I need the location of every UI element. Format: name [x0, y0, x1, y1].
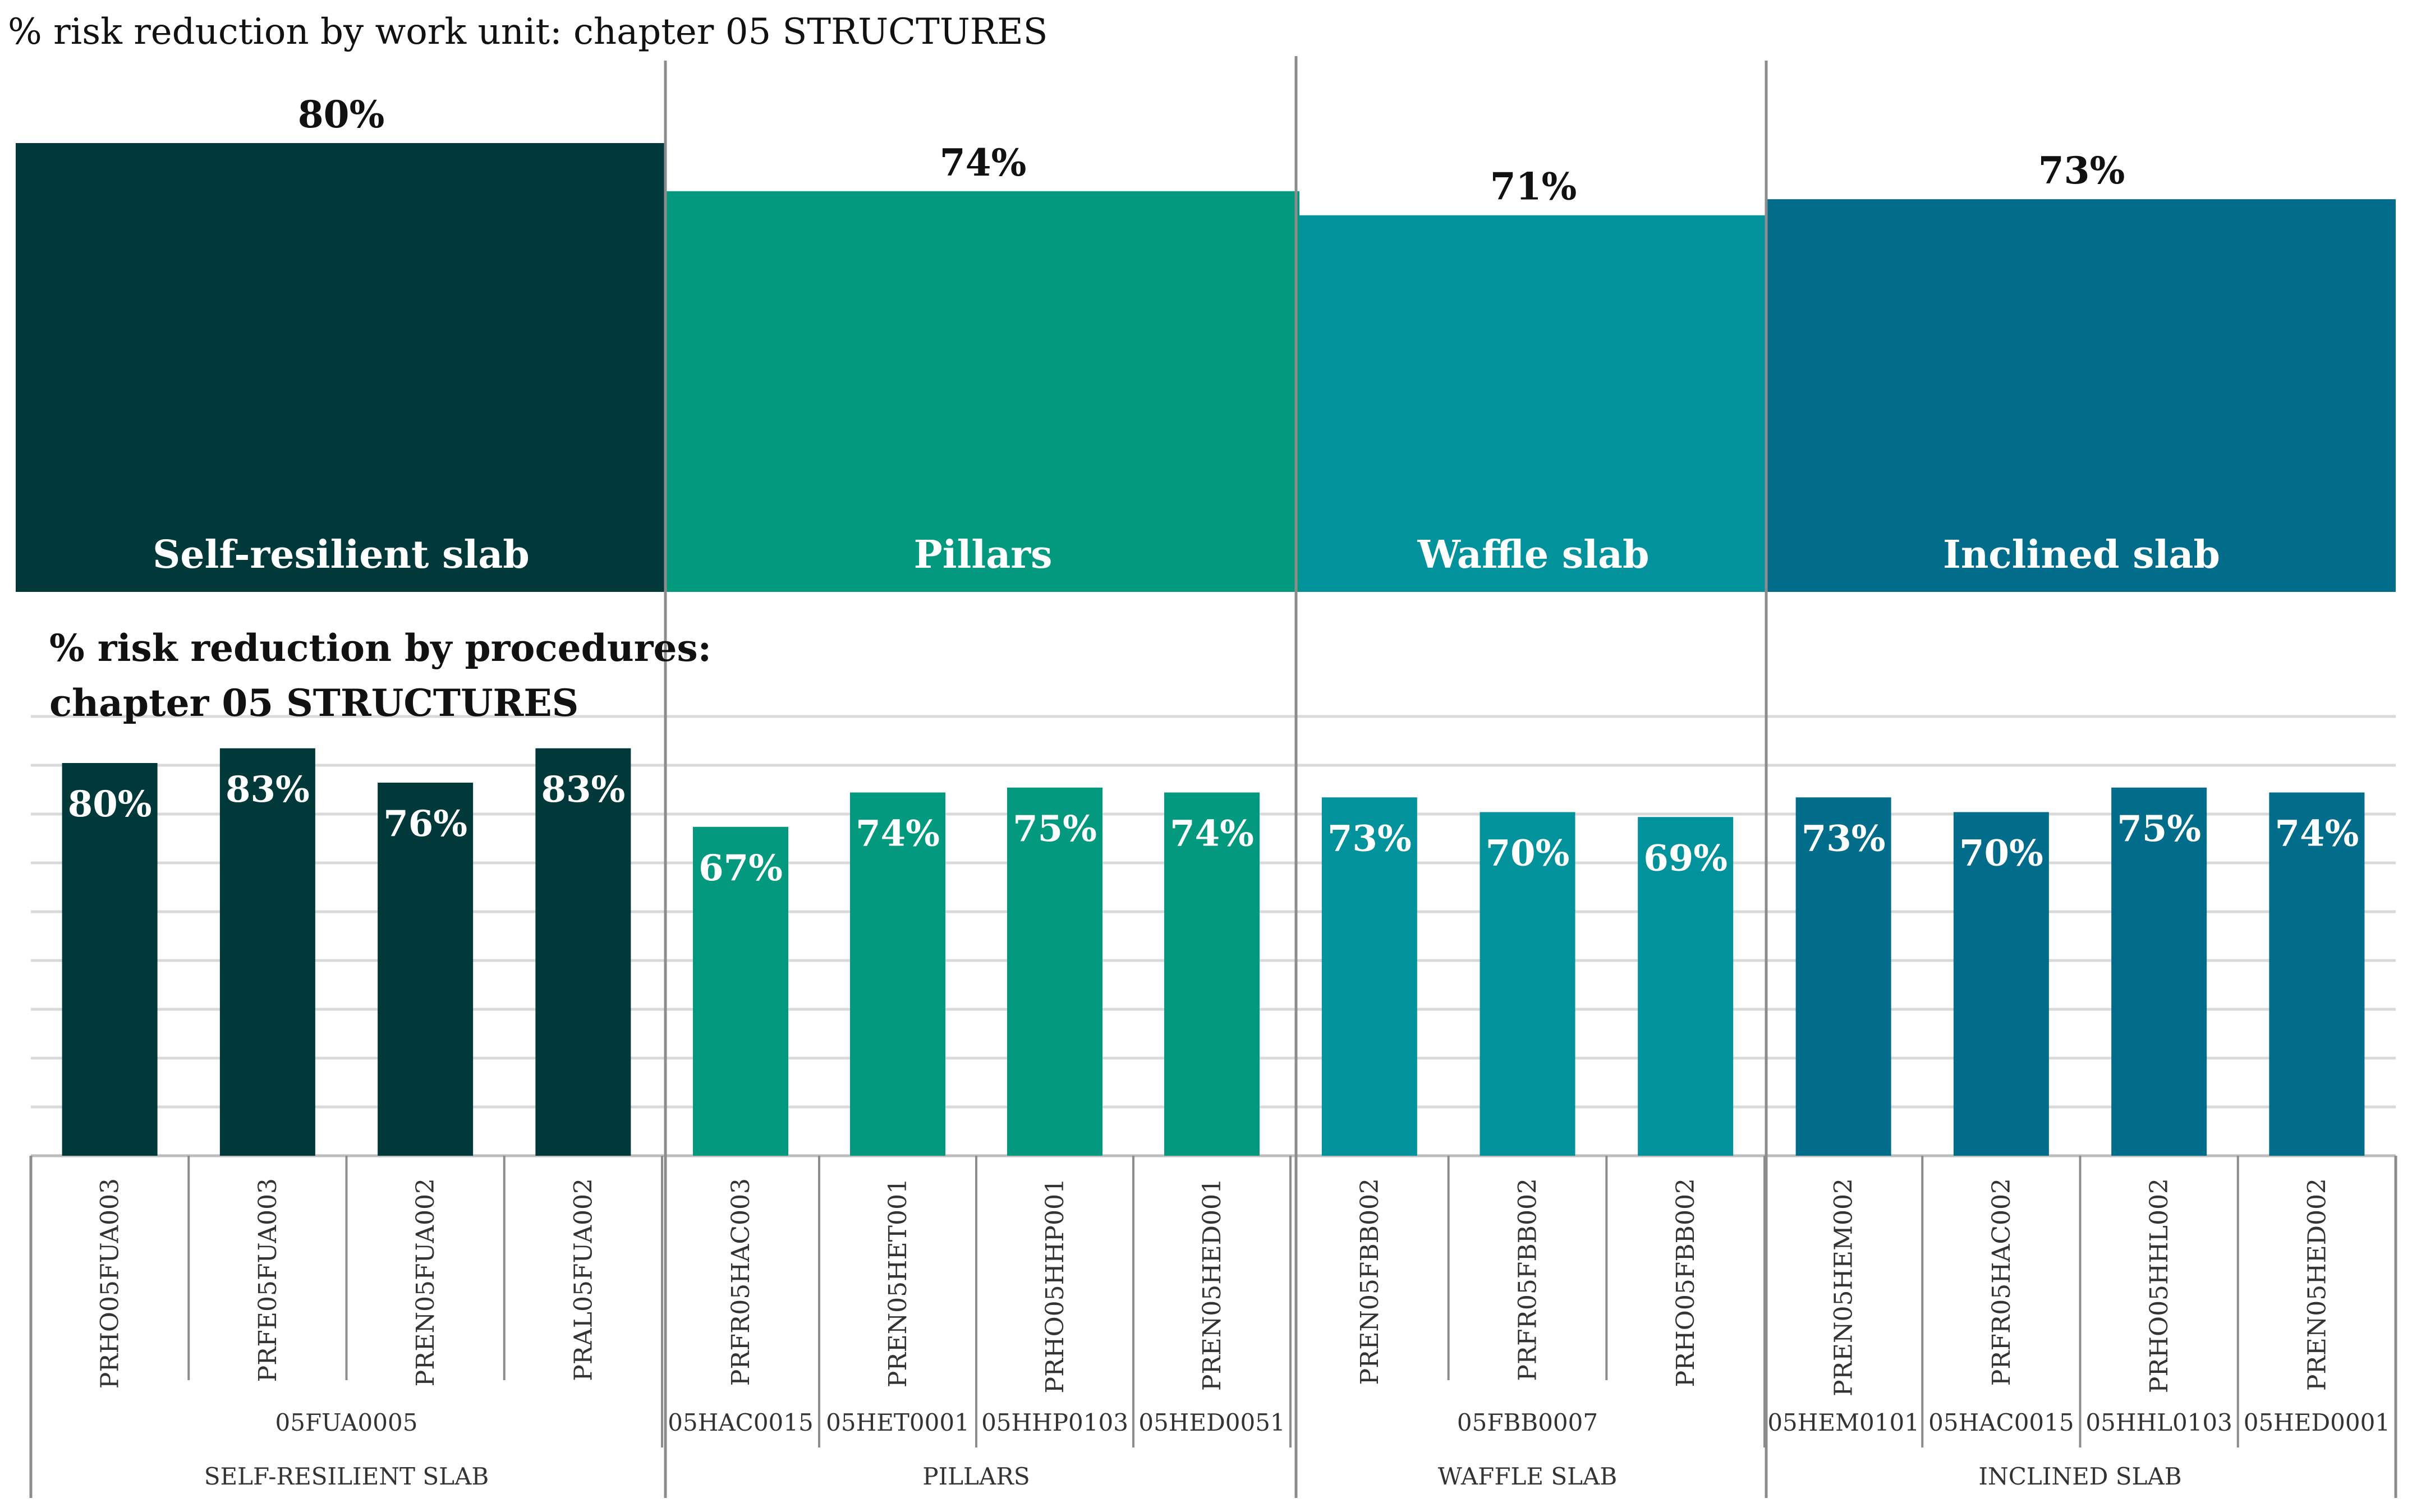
procedure-label-15: PREN05HED002: [2303, 1178, 2331, 1391]
work-unit-bar-1: [16, 143, 667, 592]
work-unit-code: 05HED0001: [2244, 1409, 2390, 1436]
work-unit-label-2: Pillars: [914, 532, 1053, 577]
procedure-bar-11: [1638, 817, 1734, 1156]
work-unit-value-1: 80%: [298, 93, 385, 136]
work-unit-chart-title: % risk reduction by work unit: chapter 0…: [8, 11, 1048, 53]
work-unit-bar-4: [1767, 199, 2396, 592]
procedure-label-12: PREN05HEM002: [1830, 1178, 1858, 1396]
procedure-value-9: 73%: [1327, 817, 1412, 860]
work-unit-value-4: 73%: [2038, 149, 2125, 192]
work-unit-code: 05HEM0101: [1767, 1409, 1919, 1436]
procedure-bar-8: [1164, 792, 1260, 1156]
procedure-value-11: 69%: [1643, 837, 1728, 879]
procedure-value-12: 73%: [1802, 817, 1886, 860]
procedure-label-5: PRFR05HAC003: [727, 1178, 755, 1386]
procedure-value-4: 83%: [541, 769, 625, 811]
group-label-2: PILLARS: [922, 1463, 1030, 1490]
procedure-label-2: PRFE05FUA003: [254, 1178, 282, 1382]
group-separators: [664, 56, 1768, 1498]
procedure-bar-13: [1953, 812, 2049, 1156]
work-unit-bar-3: [1299, 215, 1767, 592]
work-unit-label-4: Inclined slab: [1943, 532, 2220, 577]
procedure-bar-5: [693, 826, 788, 1156]
procedure-bar-9: [1321, 797, 1417, 1156]
group-label-1: SELF-RESILIENT SLAB: [204, 1463, 489, 1490]
procedure-value-2: 83%: [226, 769, 310, 811]
procedure-label-3: PREN05FUA002: [411, 1178, 440, 1386]
procedure-value-14: 75%: [2117, 808, 2201, 850]
work-unit-code: 05HAC0015: [1928, 1409, 2074, 1436]
group-label-3: WAFFLE SLAB: [1438, 1463, 1617, 1490]
procedure-bar-4: [535, 748, 631, 1156]
procedure-bar-3: [378, 783, 474, 1156]
group-label-4: INCLINED SLAB: [1978, 1463, 2181, 1490]
work-unit-code: 05HHL0103: [2085, 1409, 2232, 1436]
procedure-label-10: PRFR05FBB002: [1514, 1178, 1542, 1381]
procedure-bar-15: [2269, 792, 2365, 1156]
procedure-label-1: PRHO05FUA003: [96, 1178, 125, 1389]
procedure-bar-14: [2111, 787, 2207, 1156]
category-axis: 05FUA0005 05HAC0015 05HET0001 05HHP0103 05HE…: [29, 1156, 2397, 1498]
work-unit-label-1: Self-resilient slab: [153, 532, 530, 577]
procedure-value-7: 75%: [1013, 808, 1097, 850]
procedure-chart-title-line2: chapter 05 STRUCTURES: [49, 681, 578, 725]
procedure-label-8: PREN05HED001: [1198, 1178, 1226, 1391]
work-unit-code: 05HET0001: [826, 1409, 970, 1436]
procedure-label-6: PREN05HET001: [884, 1178, 912, 1387]
work-unit-code: 05FBB0007: [1457, 1409, 1598, 1436]
procedure-label-14: PRHO05HHL002: [2145, 1178, 2174, 1393]
work-unit-value-2: 74%: [940, 141, 1027, 185]
work-unit-code: 05HHP0103: [981, 1409, 1128, 1436]
work-unit-code: 05HAC0015: [668, 1409, 813, 1436]
procedure-label-11: PRHO05FBB002: [1671, 1178, 1700, 1387]
procedure-bar-2: [219, 748, 315, 1156]
procedure-value-1: 80%: [68, 783, 152, 825]
procedure-bar-6: [850, 792, 945, 1156]
procedure-label-4: PRAL05FUA002: [569, 1178, 598, 1381]
work-unit-code: 05HED0051: [1138, 1409, 1285, 1436]
procedure-value-5: 67%: [699, 847, 783, 889]
work-unit-bars: 80% Self-resilient slab 74% Pillars 71% Waffl…: [16, 93, 2396, 592]
procedure-label-13: PRFR05HAC002: [1987, 1178, 2016, 1386]
procedure-value-10: 70%: [1486, 833, 1570, 875]
procedure-label-7: PRHO05HHP001: [1041, 1178, 1069, 1394]
procedure-bar-1: [62, 763, 158, 1156]
procedure-bar-10: [1480, 812, 1575, 1156]
procedure-bar-7: [1007, 787, 1102, 1156]
work-unit-value-3: 71%: [1490, 165, 1577, 209]
procedure-bar-12: [1795, 797, 1891, 1156]
procedure-chart-title-line1: % risk reduction by procedures:: [49, 626, 711, 670]
work-unit-bar-2: [667, 191, 1299, 592]
work-unit-code: 05FUA0005: [275, 1409, 418, 1436]
procedure-value-15: 74%: [2275, 813, 2359, 855]
procedure-value-13: 70%: [1959, 833, 2043, 875]
procedure-value-8: 74%: [1170, 813, 1254, 855]
procedure-value-3: 76%: [383, 803, 467, 845]
work-unit-label-3: Waffle slab: [1417, 532, 1649, 577]
procedure-value-6: 74%: [856, 813, 940, 855]
procedure-label-9: PREN05FBB002: [1356, 1178, 1384, 1385]
procedure-bars: 80% 83% 76% 83% 67% 74% 75% 74% 73% 70% 69% 73% 70% 7…: [62, 748, 2365, 1156]
